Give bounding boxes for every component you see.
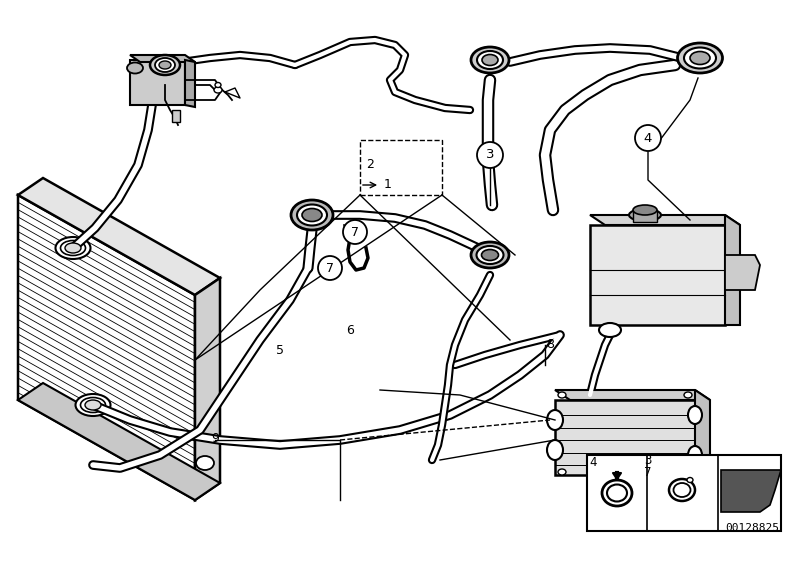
Text: 9: 9	[211, 432, 219, 445]
Ellipse shape	[558, 469, 566, 475]
Polygon shape	[555, 400, 695, 475]
Ellipse shape	[477, 51, 503, 69]
Ellipse shape	[688, 446, 702, 464]
Ellipse shape	[678, 43, 722, 73]
Ellipse shape	[547, 440, 563, 460]
Polygon shape	[18, 195, 195, 500]
Text: 2: 2	[366, 159, 374, 172]
Ellipse shape	[150, 55, 180, 75]
Text: 3: 3	[644, 454, 652, 467]
Ellipse shape	[471, 47, 509, 73]
Ellipse shape	[547, 410, 563, 430]
Ellipse shape	[684, 392, 692, 398]
Ellipse shape	[65, 243, 81, 253]
Ellipse shape	[81, 398, 105, 412]
Polygon shape	[18, 383, 220, 500]
Text: 7: 7	[351, 225, 359, 238]
Text: 4: 4	[644, 132, 652, 145]
Polygon shape	[590, 215, 740, 225]
Text: 8: 8	[546, 338, 554, 351]
Ellipse shape	[320, 263, 340, 277]
Ellipse shape	[558, 392, 566, 398]
Ellipse shape	[674, 483, 690, 497]
Circle shape	[635, 125, 661, 151]
Polygon shape	[172, 110, 180, 122]
Ellipse shape	[633, 205, 657, 215]
Ellipse shape	[687, 477, 693, 483]
Polygon shape	[18, 178, 220, 295]
Text: 6: 6	[346, 324, 354, 337]
Ellipse shape	[684, 469, 692, 475]
Polygon shape	[130, 55, 195, 62]
Ellipse shape	[684, 47, 716, 68]
Ellipse shape	[471, 242, 509, 268]
Ellipse shape	[482, 250, 499, 260]
Ellipse shape	[297, 205, 327, 225]
Ellipse shape	[345, 225, 365, 239]
Ellipse shape	[127, 63, 143, 73]
Polygon shape	[185, 60, 195, 107]
Text: 5: 5	[276, 344, 284, 357]
Ellipse shape	[155, 58, 175, 72]
Text: 7: 7	[644, 467, 652, 480]
Text: 7: 7	[326, 262, 334, 275]
Ellipse shape	[159, 61, 171, 69]
Ellipse shape	[482, 54, 498, 66]
Ellipse shape	[669, 479, 695, 501]
Ellipse shape	[602, 480, 632, 506]
Polygon shape	[195, 278, 220, 500]
Polygon shape	[725, 215, 740, 325]
Polygon shape	[633, 210, 657, 222]
Polygon shape	[130, 60, 185, 105]
Circle shape	[343, 220, 367, 244]
Ellipse shape	[476, 246, 503, 264]
Ellipse shape	[599, 323, 621, 337]
Text: 3: 3	[486, 149, 495, 162]
Ellipse shape	[690, 51, 710, 64]
Polygon shape	[721, 470, 781, 512]
Polygon shape	[695, 390, 710, 475]
Ellipse shape	[75, 394, 110, 416]
Ellipse shape	[214, 87, 222, 93]
Ellipse shape	[607, 485, 627, 502]
Ellipse shape	[61, 241, 85, 255]
Ellipse shape	[629, 209, 661, 221]
Ellipse shape	[85, 400, 101, 410]
Polygon shape	[590, 225, 725, 325]
Bar	[587, 455, 781, 531]
Polygon shape	[725, 255, 760, 290]
Ellipse shape	[323, 266, 337, 275]
Ellipse shape	[55, 237, 90, 259]
Ellipse shape	[302, 208, 322, 221]
Polygon shape	[555, 390, 710, 400]
Circle shape	[477, 142, 503, 168]
Text: 00128825: 00128825	[725, 523, 779, 533]
Ellipse shape	[688, 406, 702, 424]
Ellipse shape	[196, 456, 214, 470]
Ellipse shape	[291, 200, 333, 230]
Circle shape	[318, 256, 342, 280]
Text: 4: 4	[589, 455, 597, 468]
Ellipse shape	[215, 82, 221, 88]
Ellipse shape	[348, 228, 362, 237]
Bar	[360, 140, 442, 195]
Text: 1: 1	[384, 179, 392, 192]
